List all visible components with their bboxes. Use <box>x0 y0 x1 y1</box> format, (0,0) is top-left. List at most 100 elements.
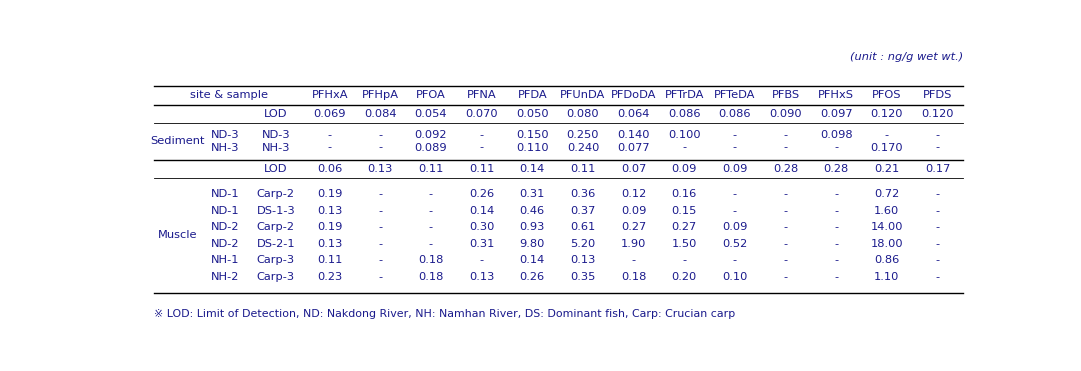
Text: 0.30: 0.30 <box>469 222 494 232</box>
Text: -: - <box>935 272 939 282</box>
Text: PFNA: PFNA <box>467 91 496 101</box>
Text: 0.07: 0.07 <box>620 164 646 174</box>
Text: site & sample: site & sample <box>190 91 268 101</box>
Text: PFDA: PFDA <box>518 91 547 101</box>
Text: -: - <box>784 189 788 199</box>
Text: 1.60: 1.60 <box>875 206 899 216</box>
Text: -: - <box>480 142 483 152</box>
Text: -: - <box>935 206 939 216</box>
Text: ND-3: ND-3 <box>262 130 290 140</box>
Text: 0.110: 0.110 <box>516 142 548 152</box>
Text: 0.86: 0.86 <box>875 255 899 265</box>
Text: PFBS: PFBS <box>772 91 800 101</box>
Text: 0.086: 0.086 <box>668 109 700 119</box>
Text: 0.064: 0.064 <box>617 109 650 119</box>
Text: PFDS: PFDS <box>923 91 952 101</box>
Text: NH-1: NH-1 <box>211 255 239 265</box>
Text: 0.13: 0.13 <box>317 206 343 216</box>
Text: 0.18: 0.18 <box>620 272 646 282</box>
Text: 0.09: 0.09 <box>722 222 748 232</box>
Text: 0.52: 0.52 <box>722 239 748 249</box>
Text: 0.37: 0.37 <box>571 206 596 216</box>
Text: -: - <box>328 130 332 140</box>
Text: 1.50: 1.50 <box>671 239 697 249</box>
Text: PFOS: PFOS <box>872 91 902 101</box>
Text: -: - <box>682 142 686 152</box>
Text: 0.28: 0.28 <box>824 164 849 174</box>
Text: 0.27: 0.27 <box>671 222 697 232</box>
Text: 0.09: 0.09 <box>620 206 646 216</box>
Text: -: - <box>784 206 788 216</box>
Text: 14.00: 14.00 <box>870 222 903 232</box>
Text: 0.070: 0.070 <box>465 109 498 119</box>
Text: -: - <box>378 239 383 249</box>
Text: ND-2: ND-2 <box>211 222 239 232</box>
Text: 0.14: 0.14 <box>469 206 494 216</box>
Text: 0.170: 0.170 <box>870 142 904 152</box>
Text: PFTrDA: PFTrDA <box>665 91 704 101</box>
Text: -: - <box>784 255 788 265</box>
Text: 1.90: 1.90 <box>620 239 646 249</box>
Text: -: - <box>885 130 889 140</box>
Text: 0.27: 0.27 <box>620 222 646 232</box>
Text: 0.13: 0.13 <box>571 255 596 265</box>
Text: -: - <box>935 239 939 249</box>
Text: 0.36: 0.36 <box>571 189 596 199</box>
Text: 0.089: 0.089 <box>415 142 448 152</box>
Text: 0.14: 0.14 <box>520 255 545 265</box>
Text: -: - <box>378 189 383 199</box>
Text: 0.14: 0.14 <box>520 164 545 174</box>
Text: PFHxS: PFHxS <box>818 91 854 101</box>
Text: 0.11: 0.11 <box>317 255 343 265</box>
Text: ND-3: ND-3 <box>211 130 239 140</box>
Text: 0.069: 0.069 <box>313 109 346 119</box>
Text: Carp-3: Carp-3 <box>257 255 295 265</box>
Text: 0.17: 0.17 <box>925 164 950 174</box>
Text: 0.10: 0.10 <box>722 272 748 282</box>
Text: PFUnDA: PFUnDA <box>560 91 605 101</box>
Text: Sediment: Sediment <box>150 137 205 147</box>
Text: 0.21: 0.21 <box>875 164 899 174</box>
Text: -: - <box>935 255 939 265</box>
Text: -: - <box>835 142 838 152</box>
Text: NH-3: NH-3 <box>262 142 290 152</box>
Text: 0.054: 0.054 <box>415 109 448 119</box>
Text: 18.00: 18.00 <box>870 239 904 249</box>
Text: -: - <box>835 189 838 199</box>
Text: 0.31: 0.31 <box>520 189 545 199</box>
Text: 0.31: 0.31 <box>469 239 494 249</box>
Text: 0.46: 0.46 <box>520 206 545 216</box>
Text: -: - <box>429 239 433 249</box>
Text: 0.93: 0.93 <box>520 222 545 232</box>
Text: ※ LOD: Limit of Detection, ND: Nakdong River, NH: Namhan River, DS: Dominant fis: ※ LOD: Limit of Detection, ND: Nakdong R… <box>154 309 735 319</box>
Text: -: - <box>328 142 332 152</box>
Text: 1.10: 1.10 <box>875 272 899 282</box>
Text: -: - <box>631 255 636 265</box>
Text: NH-2: NH-2 <box>211 272 239 282</box>
Text: 0.13: 0.13 <box>368 164 393 174</box>
Text: 0.12: 0.12 <box>620 189 646 199</box>
Text: DS-2-1: DS-2-1 <box>256 239 295 249</box>
Text: 0.61: 0.61 <box>571 222 596 232</box>
Text: 0.28: 0.28 <box>773 164 798 174</box>
Text: 0.15: 0.15 <box>671 206 697 216</box>
Text: 0.250: 0.250 <box>566 130 599 140</box>
Text: -: - <box>784 239 788 249</box>
Text: Muscle: Muscle <box>158 230 198 240</box>
Text: 0.18: 0.18 <box>418 255 443 265</box>
Text: (unit : ng/g wet wt.): (unit : ng/g wet wt.) <box>850 52 963 62</box>
Text: 0.11: 0.11 <box>469 164 494 174</box>
Text: DS-1-3: DS-1-3 <box>256 206 295 216</box>
Text: PFHxA: PFHxA <box>311 91 348 101</box>
Text: -: - <box>935 222 939 232</box>
Text: -: - <box>935 130 939 140</box>
Text: -: - <box>733 189 737 199</box>
Text: 0.092: 0.092 <box>415 130 448 140</box>
Text: 0.150: 0.150 <box>516 130 548 140</box>
Text: -: - <box>835 255 838 265</box>
Text: -: - <box>784 130 788 140</box>
Text: -: - <box>935 142 939 152</box>
Text: -: - <box>835 206 838 216</box>
Text: Carp-2: Carp-2 <box>257 222 295 232</box>
Text: 0.050: 0.050 <box>516 109 548 119</box>
